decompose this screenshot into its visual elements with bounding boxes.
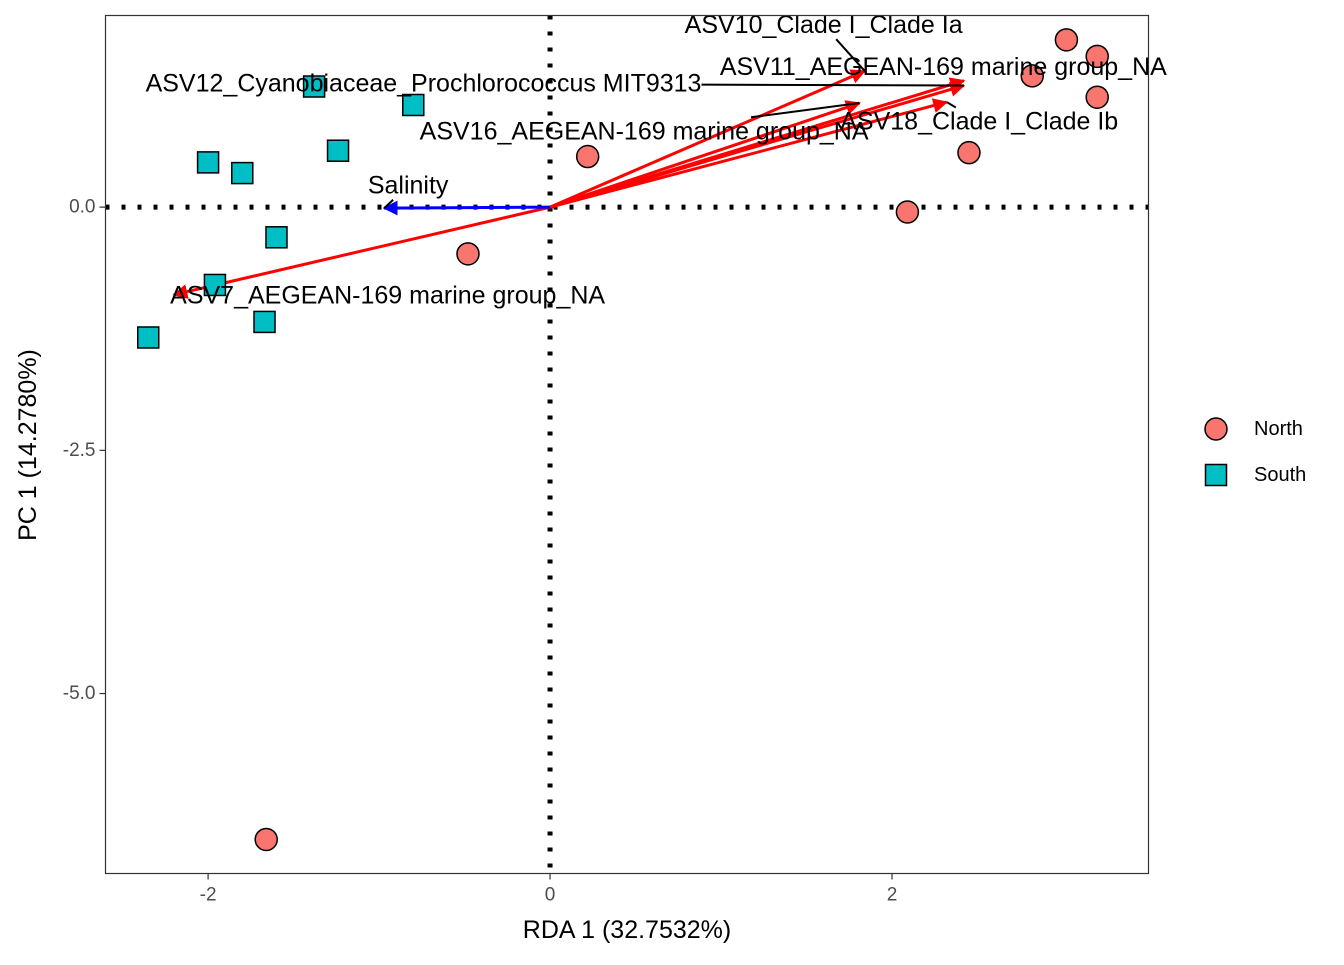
legend-label-north: North <box>1254 418 1303 440</box>
arrow-0 <box>549 69 867 209</box>
x-axis-title: RDA 1 (32.7532%) <box>523 916 731 944</box>
y-tick-label-1: -2.5 <box>63 440 96 461</box>
arrow-label-6: Salinity <box>368 172 449 200</box>
point-north-5 <box>575 144 600 169</box>
leader-line-0 <box>835 38 866 72</box>
leader-line-4 <box>946 101 957 109</box>
point-south-0 <box>302 75 326 98</box>
legend: North South <box>1204 417 1306 487</box>
leader-line-3 <box>750 102 860 119</box>
arrow-label-5: ASV7_AEGEAN-169 marine group_NA <box>170 282 605 310</box>
arrow-6 <box>382 200 551 216</box>
leader-line-2 <box>701 83 964 87</box>
point-north-4 <box>957 140 981 165</box>
point-south-7 <box>253 310 276 334</box>
point-north-1 <box>1085 44 1109 69</box>
arrow-label-4: ASV18_Clade I_Clade Ib <box>840 108 1118 136</box>
point-south-1 <box>402 93 425 117</box>
arrow-label-3: ASV16_AEGEAN-169 marine group_NA <box>420 117 869 145</box>
legend-key-south <box>1204 463 1228 487</box>
arrow-4 <box>549 98 949 209</box>
point-north-8 <box>254 827 278 852</box>
legend-label-south: South <box>1254 464 1306 486</box>
point-north-6 <box>895 200 920 224</box>
arrow-2 <box>549 82 966 209</box>
y-axis-title: PC 1 (14.2780%) <box>14 349 42 541</box>
y-tick-label-0: 0.0 <box>69 197 95 218</box>
plot-panel-border <box>104 14 1150 875</box>
point-north-0 <box>1054 28 1079 52</box>
y-tick-label-2: -5.0 <box>63 683 96 704</box>
point-south-4 <box>231 161 254 185</box>
arrow-5 <box>172 205 551 299</box>
x-tick-label-2: 2 <box>887 885 898 906</box>
point-north-3 <box>1085 85 1109 109</box>
x-tick-label-0: -2 <box>200 885 217 906</box>
point-north-7 <box>456 242 480 266</box>
point-south-2 <box>326 139 350 162</box>
point-south-6 <box>203 273 227 297</box>
point-north-2 <box>1020 64 1044 88</box>
x-tick-label-1: 0 <box>545 885 556 906</box>
point-south-5 <box>265 226 288 249</box>
arrow-label-1: ASV11_AEGEAN-169 marine group_NA <box>720 53 1167 81</box>
leader-line-6 <box>383 199 394 209</box>
arrow-layer <box>172 69 966 299</box>
point-south-3 <box>196 151 220 174</box>
legend-key-north <box>1204 417 1228 441</box>
arrow-label-2: ASV12_Cyanobiaceae_Prochlorococcus MIT93… <box>146 70 702 98</box>
point-south-8 <box>136 326 160 349</box>
axes-layer: -2 0 2 0.0 -2.5 -5.0 <box>63 197 898 906</box>
points-layer <box>136 28 1109 852</box>
arrow-3 <box>549 100 861 209</box>
